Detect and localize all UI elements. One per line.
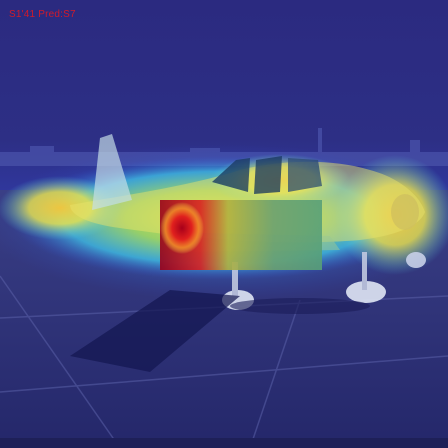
fuselage-shadow xyxy=(230,298,370,314)
attention-peak xyxy=(160,202,204,254)
bottom-strip xyxy=(0,438,448,448)
prediction-caption: S1'41 Pred:S7 xyxy=(9,9,76,20)
